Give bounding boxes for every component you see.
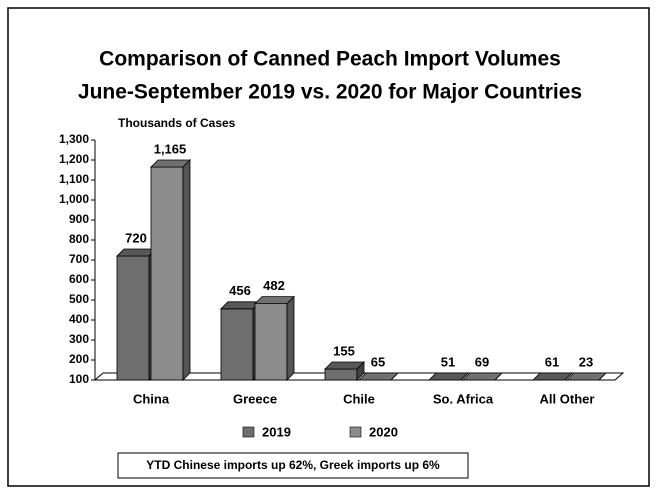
value-label: 51 xyxy=(441,354,455,369)
value-label: 155 xyxy=(333,343,355,358)
x-tick-label: Chile xyxy=(343,391,375,406)
legend-label: 2020 xyxy=(369,424,398,439)
bar-side xyxy=(598,372,607,381)
y-tick-label: 300 xyxy=(69,332,89,346)
annotation: YTD Chinese imports up 62%, Greek import… xyxy=(146,458,440,472)
x-tick-label: So. Africa xyxy=(433,391,494,406)
y-tick-label: 700 xyxy=(69,252,89,266)
y-tick-label: 1,100 xyxy=(59,172,89,186)
value-label: 23 xyxy=(579,354,593,369)
value-label: 456 xyxy=(229,283,251,298)
value-label: 720 xyxy=(125,230,147,245)
bar-side xyxy=(460,372,469,381)
legend-swatch xyxy=(242,426,255,438)
y-tick-label: 800 xyxy=(69,232,89,246)
x-tick-label: Greece xyxy=(233,391,277,406)
x-tick-label: All Other xyxy=(540,391,595,406)
annotation-box xyxy=(117,452,469,479)
bar-side xyxy=(494,372,503,381)
legend-label: 2019 xyxy=(262,424,291,439)
value-label: 61 xyxy=(545,354,559,369)
y-tick-label: 400 xyxy=(69,312,89,326)
value-label: 1,165 xyxy=(154,141,187,156)
value-label: 69 xyxy=(475,354,489,369)
chart-title: Comparison of Canned Peach Import Volume… xyxy=(99,48,561,71)
bar-side xyxy=(564,372,573,381)
bar xyxy=(254,303,288,381)
bar-side xyxy=(390,372,399,381)
bar-side xyxy=(286,295,295,381)
y-tick-label: 500 xyxy=(69,292,89,306)
frame xyxy=(7,7,650,487)
value-label: 482 xyxy=(263,278,285,293)
y-tick-label: 100 xyxy=(69,372,89,386)
y-axis-label: Thousands of Cases xyxy=(118,116,236,130)
bar xyxy=(324,368,358,381)
y-tick-label: 200 xyxy=(69,352,89,366)
y-tick-label: 1,200 xyxy=(59,152,89,166)
x-tick-label: China xyxy=(133,391,170,406)
legend-swatch xyxy=(349,426,362,438)
bar-side xyxy=(356,361,365,381)
y-tick-label: 600 xyxy=(69,272,89,286)
chart-subtitle: June-September 2019 vs. 2020 for Major C… xyxy=(78,81,582,104)
bar-side xyxy=(182,159,191,381)
bar xyxy=(116,255,150,381)
bar xyxy=(220,308,254,381)
value-label: 65 xyxy=(371,354,385,369)
y-tick-label: 1,300 xyxy=(59,132,89,146)
y-tick-label: 900 xyxy=(69,212,89,226)
bar xyxy=(150,166,184,381)
y-tick-label: 1,000 xyxy=(59,192,89,206)
